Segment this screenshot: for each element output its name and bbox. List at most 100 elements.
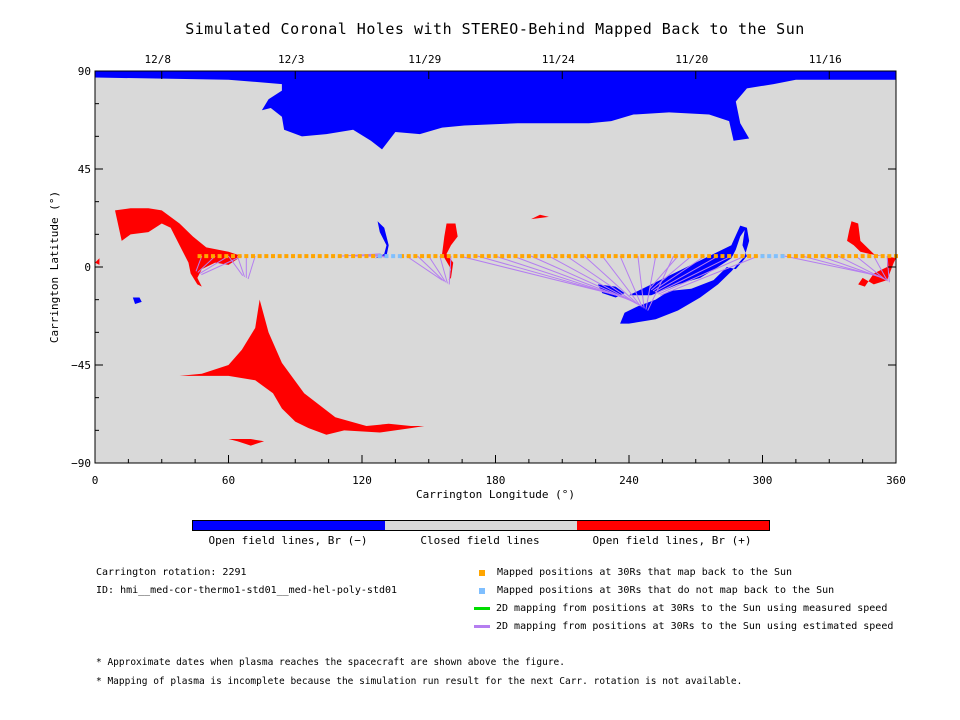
mapped-position-point <box>217 254 222 259</box>
mapped-position-point <box>426 254 431 259</box>
date-tick-label: 11/24 <box>542 53 575 66</box>
x-tick-label: 360 <box>886 474 906 487</box>
mapped-position-point <box>237 254 242 259</box>
mapping-line <box>513 255 632 302</box>
legend-line-measured-speed <box>474 607 490 610</box>
y-tick-label: 45 <box>78 163 91 176</box>
mapped-position-point <box>480 254 485 259</box>
mapped-position-point <box>420 254 425 259</box>
y-axis-title: Carrington Latitude (°) <box>48 191 61 343</box>
note-dates: * Approximate dates when plasma reaches … <box>96 657 565 668</box>
mapping-line <box>247 255 256 280</box>
mapped-position-point <box>633 254 638 259</box>
mapping-line <box>637 256 645 309</box>
mapped-position-point <box>337 254 342 259</box>
mapping-line <box>236 255 245 277</box>
open-positive-region <box>442 223 458 281</box>
legend-label-not-mapped: Mapped positions at 30Rs that do not map… <box>497 585 835 596</box>
chart-title: Simulated Coronal Holes with STEREO-Behi… <box>185 20 805 38</box>
mapped-position-point <box>733 254 738 259</box>
mapping-line <box>659 255 759 296</box>
mapped-position-point <box>506 254 511 259</box>
mapping-line <box>649 255 679 290</box>
mapping-line <box>439 255 448 284</box>
mapped-position-point <box>413 254 418 259</box>
mapping-line <box>820 255 883 279</box>
mapped-position-point <box>727 254 732 259</box>
mapped-position-point <box>473 254 478 259</box>
mapped-position-point <box>466 254 471 259</box>
mapped-position-point <box>297 254 302 259</box>
mapped-position-point <box>277 254 282 259</box>
unmapped-position-point <box>773 254 778 259</box>
mapped-position-point <box>433 254 438 259</box>
mapped-position-point <box>807 254 812 259</box>
mapped-position-point <box>687 254 692 259</box>
x-tick-label: 300 <box>753 474 773 487</box>
legend-label-mapped-back: Mapped positions at 30Rs that map back t… <box>497 567 793 578</box>
mapping-line <box>652 255 705 292</box>
mapping-line <box>197 255 216 273</box>
mapped-position-point <box>331 254 336 259</box>
unmapped-position-point <box>767 254 772 259</box>
open-positive-region <box>179 299 425 435</box>
mapped-position-point <box>787 254 792 259</box>
mapped-position-point <box>304 254 309 259</box>
date-tick-label: 12/3 <box>278 53 305 66</box>
legend-label-measured-speed: 2D mapping from positions at 30Rs to the… <box>496 603 888 614</box>
open-positive-region <box>847 221 883 257</box>
x-tick-label: 0 <box>92 474 99 487</box>
mapped-position-point <box>257 254 262 259</box>
mapped-position-point <box>827 254 832 259</box>
mapped-position-point <box>344 254 349 259</box>
mapped-position-point <box>324 254 329 259</box>
mapped-position-point <box>586 254 591 259</box>
mapped-position-point <box>600 254 605 259</box>
mapping-line <box>530 255 634 303</box>
x-tick-label: 240 <box>619 474 639 487</box>
open-negative-region <box>375 221 389 259</box>
colorbar-open-negative <box>193 521 385 530</box>
mapped-position-point <box>284 254 289 259</box>
mapped-position-point <box>244 254 249 259</box>
mapped-position-point <box>351 254 356 259</box>
mapped-position-point <box>533 254 538 259</box>
mapped-position-point <box>707 254 712 259</box>
open-positive-region <box>95 258 100 265</box>
mapped-position-point <box>720 254 725 259</box>
mapped-position-point <box>613 254 618 259</box>
mapping-line <box>837 255 885 280</box>
mapped-position-point <box>673 254 678 259</box>
closed-field-region <box>95 71 896 463</box>
mapped-position-point <box>667 254 672 259</box>
colorbar-closed <box>385 521 577 530</box>
legend-marker-mapped-back <box>479 569 485 576</box>
mapped-position-point <box>860 254 865 259</box>
mapping-line <box>548 255 636 304</box>
mapped-position-point <box>250 254 255 259</box>
x-tick-label: 180 <box>486 474 506 487</box>
mapping-line <box>855 255 887 281</box>
mapped-position-point <box>580 254 585 259</box>
mapped-position-point <box>357 254 362 259</box>
mapped-position-point <box>271 254 275 259</box>
legend-label-estimated-speed: 2D mapping from positions at 30Rs to the… <box>496 621 894 632</box>
mapped-position-point <box>493 254 498 259</box>
mapped-position-point <box>546 254 551 259</box>
unmapped-position-point <box>397 254 402 259</box>
legend-marker-not-mapped <box>479 587 485 594</box>
mapping-line <box>406 255 443 281</box>
mapping-line <box>645 256 657 310</box>
mapping-line <box>448 256 452 285</box>
mapping-line <box>584 255 640 306</box>
mapped-position-point <box>311 254 316 259</box>
mapped-position-point <box>606 254 611 259</box>
mapping-line <box>477 255 629 300</box>
mapped-position-point <box>400 254 405 259</box>
mapped-position-point <box>713 254 718 259</box>
mapping-line <box>601 255 641 307</box>
run-id-text: ID: hmi__med-cor-thermo1-std01__med-hel-… <box>96 585 398 596</box>
colorbar-label-open-positive: Open field lines, Br (+) <box>592 534 752 547</box>
mapping-line <box>417 255 445 282</box>
